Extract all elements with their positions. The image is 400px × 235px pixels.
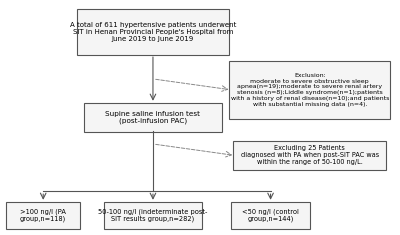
FancyBboxPatch shape [6, 202, 80, 229]
FancyBboxPatch shape [231, 202, 310, 229]
Text: A total of 611 hypertensive patients underwent
SIT in Henan Provincial People's : A total of 611 hypertensive patients und… [70, 22, 236, 42]
FancyBboxPatch shape [76, 9, 230, 55]
Text: >100 ng/l (PA
group,n=118): >100 ng/l (PA group,n=118) [20, 208, 66, 222]
FancyBboxPatch shape [230, 61, 390, 119]
FancyBboxPatch shape [104, 202, 202, 229]
Text: Excluding 25 Patients
diagnosed with PA when post-SIT PAC was
within the range o: Excluding 25 Patients diagnosed with PA … [241, 145, 379, 165]
FancyBboxPatch shape [233, 141, 386, 170]
Text: 50-100 ng/l (indeterminate post-
SIT results group,n=282): 50-100 ng/l (indeterminate post- SIT res… [98, 208, 208, 222]
FancyBboxPatch shape [84, 102, 222, 133]
Text: Exclusion:
moderate to severe obstructive sleep
apnea(n=19);moderate to severe r: Exclusion: moderate to severe obstructiv… [230, 73, 389, 107]
Text: Supine saline infusion test
(post-infusion PAC): Supine saline infusion test (post-infusi… [106, 111, 200, 124]
Text: <50 ng/l (control
group,n=144): <50 ng/l (control group,n=144) [242, 208, 299, 222]
